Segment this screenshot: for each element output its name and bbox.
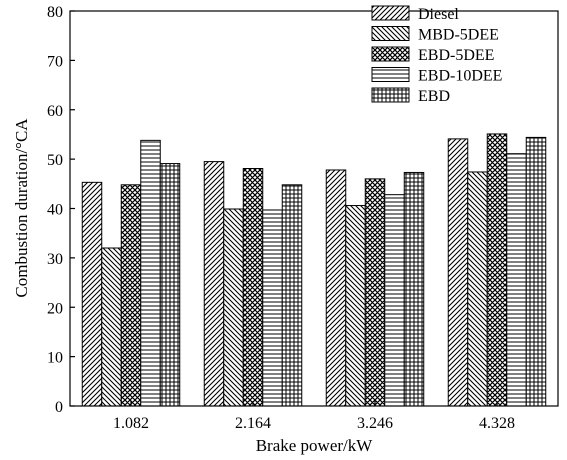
bar-ebd-10dee-2_164 (262, 209, 283, 407)
bar-diesel-1_082 (81, 181, 103, 407)
x-tick-label: 1.082 (113, 415, 149, 432)
y-tick-label: 50 (47, 152, 63, 169)
bar-diesel-4_328 (447, 138, 469, 407)
y-tick-label: 60 (47, 103, 63, 120)
y-tick-label: 10 (47, 350, 63, 367)
x-axis: 1.082 2.164 3.246 4.328 (113, 401, 515, 432)
x-tick-label: 2.164 (235, 415, 271, 432)
bar-ebd-5dee-1_082 (120, 184, 142, 407)
bar-ebd-10dee-1_082 (140, 139, 161, 407)
legend-swatch (371, 5, 410, 21)
y-axis-label: Combustion duration/°CA (12, 118, 31, 298)
bar-ebd-5dee-2_164 (242, 168, 264, 407)
legend-swatch (371, 67, 410, 82)
bar-ebd-2_164 (281, 184, 303, 407)
bar-mbd-5dee-4_328 (467, 171, 488, 407)
x-tick-label: 3.246 (357, 415, 393, 432)
bar-mbd-5dee-1_082 (101, 247, 122, 407)
bar-diesel-2_164 (203, 161, 225, 407)
legend-swatch (371, 46, 410, 62)
y-tick-label: 70 (47, 53, 63, 70)
bar-ebd-4_328 (525, 136, 547, 407)
y-tick-label: 80 (47, 4, 63, 21)
y-tick-label: 30 (47, 251, 63, 268)
bar-ebd-1_082 (159, 163, 181, 407)
legend-label: MBD-5DEE (418, 27, 499, 44)
legend-label: EBD (418, 88, 450, 105)
bar-ebd-5dee-4_328 (486, 133, 508, 407)
y-axis: 0 10 20 30 40 50 60 70 80 (47, 4, 75, 416)
legend-swatch (371, 26, 410, 41)
legend-label: EBD-5DEE (418, 47, 494, 64)
bar-ebd-5dee-3_246 (364, 178, 386, 407)
x-tick-label: 4.328 (479, 415, 515, 432)
x-axis-label: Brake power/kW (256, 436, 374, 455)
y-tick-label: 20 (47, 300, 63, 317)
bar-diesel-3_246 (325, 169, 347, 407)
bar-mbd-5dee-2_164 (223, 208, 244, 407)
y-tick-label: 40 (47, 202, 63, 219)
legend: Diesel MBD-5DEE EBD-5DEE EBD-10DEE EBD (371, 5, 502, 105)
y-tick-label: 0 (55, 399, 63, 416)
bar-ebd-10dee-3_246 (384, 194, 405, 407)
bar-mbd-5dee-3_246 (345, 205, 366, 407)
bar-ebd-3_246 (403, 171, 425, 407)
legend-label: Diesel (418, 6, 459, 23)
legend-swatch (371, 87, 410, 103)
bar-ebd-10dee-4_328 (506, 153, 527, 407)
legend-label: EBD-10DEE (418, 68, 502, 85)
bars-group (81, 133, 547, 407)
